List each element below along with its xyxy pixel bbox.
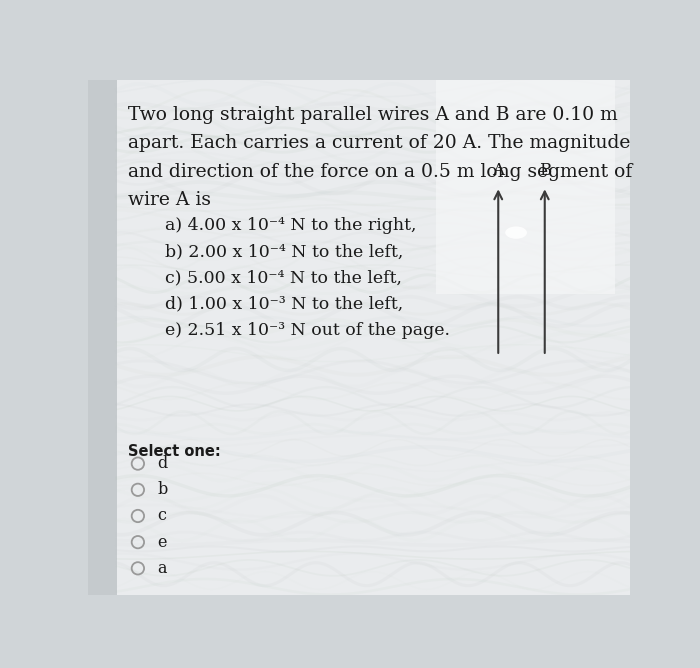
Text: Two long straight parallel wires A and B are 0.10 m: Two long straight parallel wires A and B… (128, 106, 617, 124)
Text: wire A is: wire A is (128, 191, 211, 209)
Text: e: e (158, 534, 167, 550)
Bar (88, 80, 117, 595)
Text: B: B (538, 162, 551, 179)
Text: c) 5.00 x 10⁻⁴ N to the left,: c) 5.00 x 10⁻⁴ N to the left, (165, 270, 402, 287)
Bar (436, 80, 615, 294)
Text: and direction of the force on a 0.5 m long segment of: and direction of the force on a 0.5 m lo… (128, 162, 632, 180)
Text: A: A (492, 162, 504, 179)
Text: d: d (158, 455, 167, 472)
Text: c: c (158, 508, 167, 524)
Text: e) 2.51 x 10⁻³ N out of the page.: e) 2.51 x 10⁻³ N out of the page. (165, 322, 450, 339)
Text: a) 4.00 x 10⁻⁴ N to the right,: a) 4.00 x 10⁻⁴ N to the right, (165, 217, 416, 234)
Ellipse shape (505, 226, 527, 238)
Text: Select one:: Select one: (128, 444, 220, 460)
Text: b) 2.00 x 10⁻⁴ N to the left,: b) 2.00 x 10⁻⁴ N to the left, (165, 243, 403, 261)
Text: b: b (158, 482, 167, 498)
Text: a: a (158, 560, 167, 577)
Text: d) 1.00 x 10⁻³ N to the left,: d) 1.00 x 10⁻³ N to the left, (165, 296, 403, 313)
Text: apart. Each carries a current of 20 A. The magnitude: apart. Each carries a current of 20 A. T… (128, 134, 630, 152)
